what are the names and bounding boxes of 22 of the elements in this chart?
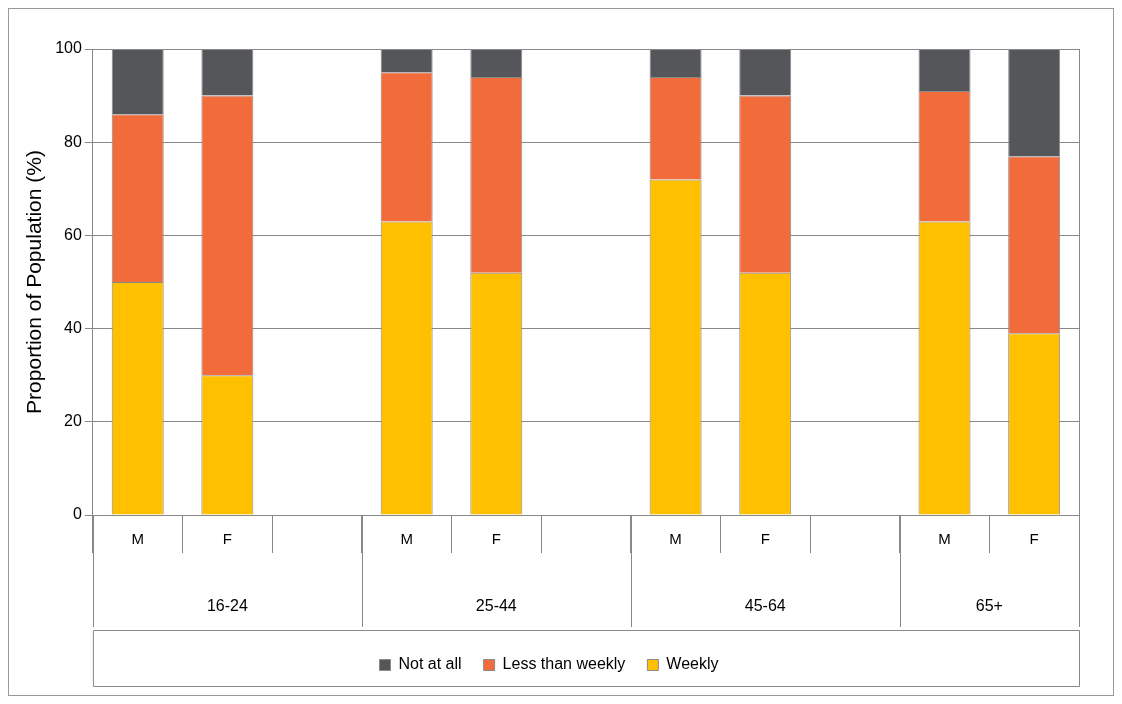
legend-label: Weekly (666, 655, 719, 673)
x-tick-label: F (491, 530, 501, 548)
y-tick-label: 20 (64, 412, 82, 430)
x-tick-label: M (400, 530, 413, 548)
y-tick-label: 100 (55, 39, 82, 57)
x-tick-label: M (669, 530, 682, 548)
x-tick-label: M (131, 530, 144, 548)
y-axis-title: Proportion of Population (%) (22, 150, 46, 414)
y-tick-label: 40 (64, 319, 82, 337)
legend-label: Less than weekly (502, 655, 626, 673)
text: 25-44 (475, 597, 517, 615)
text: 16-24 (206, 597, 248, 615)
x-tick-label: F (222, 530, 232, 548)
x-tick-label: M (938, 530, 951, 548)
x-tick-label: F (1029, 530, 1039, 548)
legend-label: Not at all (398, 655, 462, 673)
y-tick-label: 80 (64, 132, 82, 150)
y-tick-label: 0 (72, 505, 82, 523)
y-tick-label: 60 (64, 225, 82, 243)
text: 45-64 (744, 597, 786, 615)
text: 65+ (975, 597, 1003, 615)
x-tick-label: F (760, 530, 770, 548)
